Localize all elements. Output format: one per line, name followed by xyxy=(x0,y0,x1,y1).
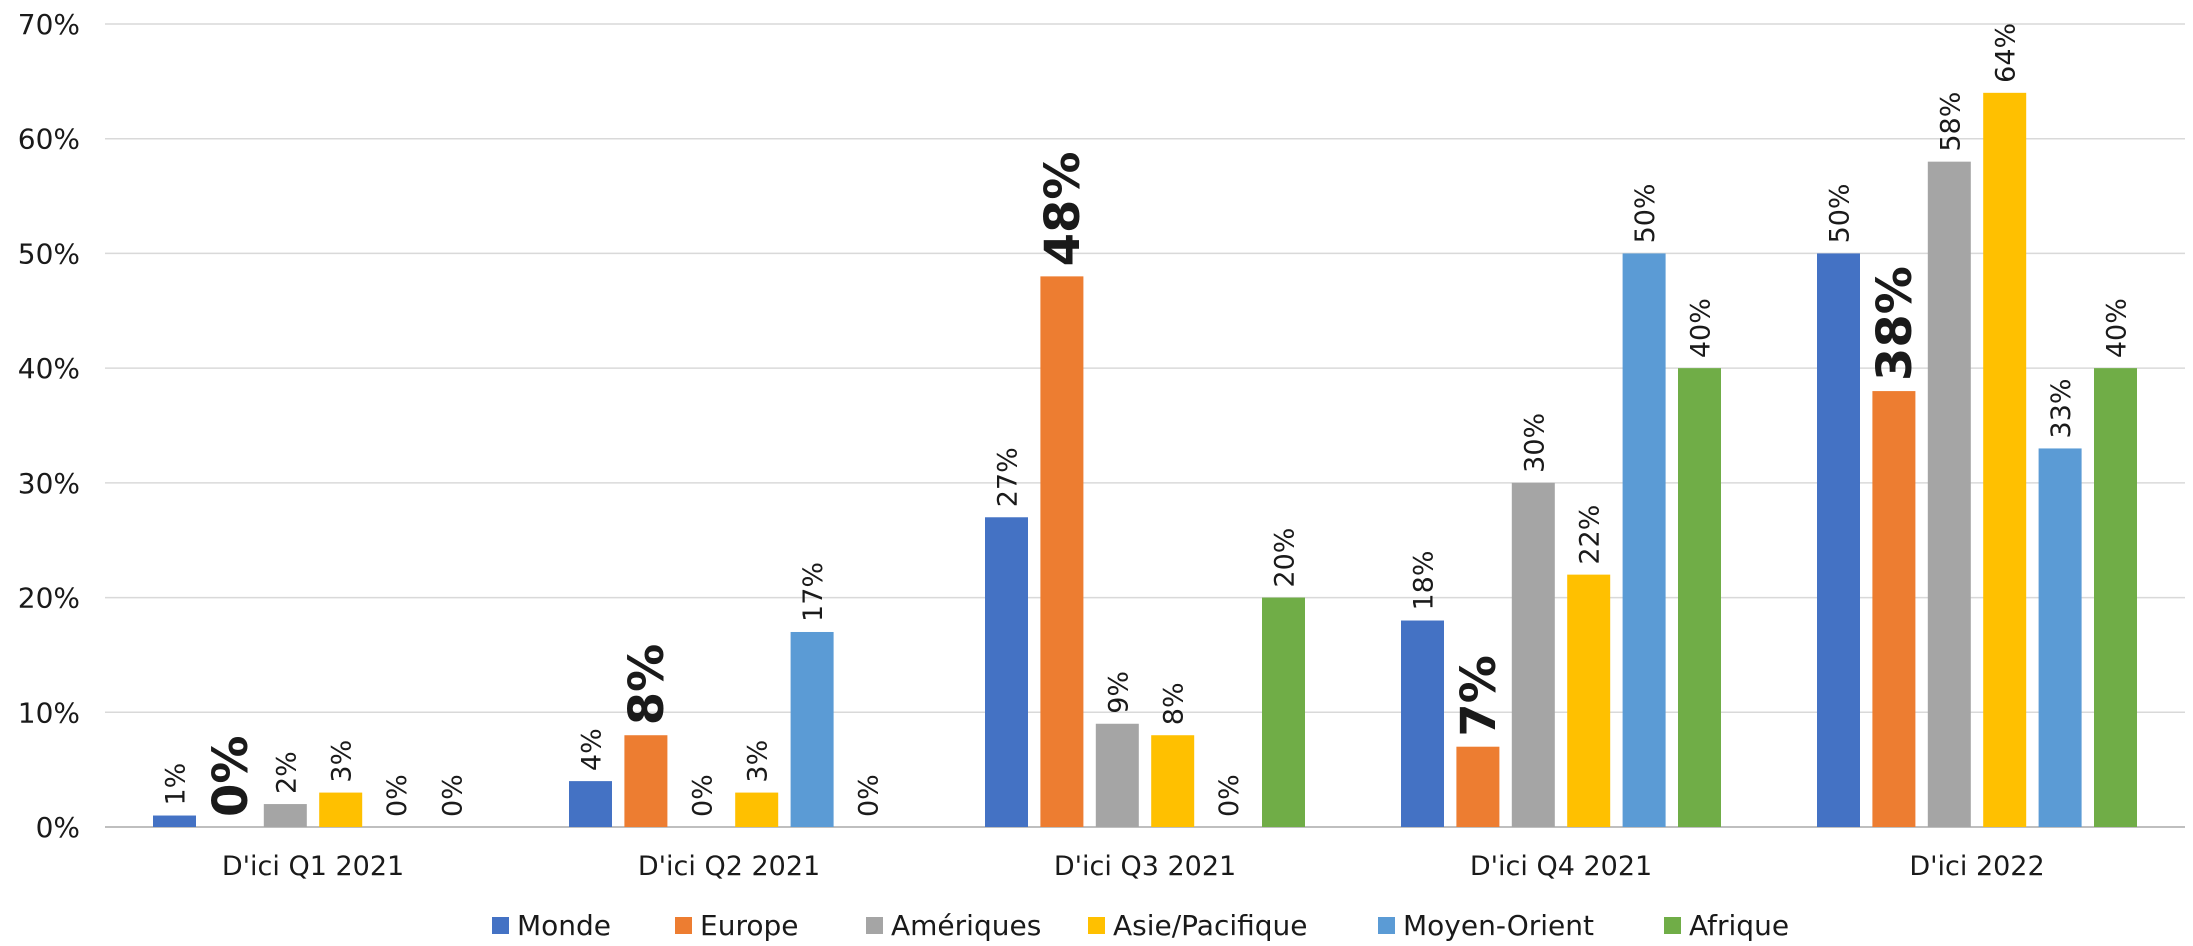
data-label: 64% xyxy=(1991,23,2022,83)
data-label: 33% xyxy=(2046,378,2077,438)
legend-label: Monde xyxy=(517,909,611,942)
data-label: 0% xyxy=(687,774,718,817)
data-label: 0% xyxy=(203,736,259,818)
bar xyxy=(1456,746,1500,827)
bar xyxy=(1262,597,1305,827)
data-label: 17% xyxy=(798,562,829,622)
bar xyxy=(263,804,307,827)
legend-swatch xyxy=(492,917,509,934)
bar xyxy=(1927,161,1971,827)
bar xyxy=(985,517,1028,827)
data-label: 20% xyxy=(1270,528,1301,588)
bar xyxy=(2038,448,2082,827)
y-tick-label: 40% xyxy=(18,352,80,385)
x-axis-categories: D'ici Q1 2021 D'ici Q2 2021 D'ici Q3 2021 D… xyxy=(222,851,2045,882)
data-label: 3% xyxy=(327,740,358,783)
bar xyxy=(1817,253,1860,827)
legend-label: Amériques xyxy=(891,909,1041,942)
bar xyxy=(319,792,363,827)
legend-swatch xyxy=(866,917,883,934)
bar xyxy=(790,631,834,827)
bar xyxy=(1040,276,1084,827)
bar xyxy=(153,815,196,827)
data-label: 8% xyxy=(619,644,675,726)
legend-swatch xyxy=(675,917,692,934)
bar xyxy=(1511,482,1555,827)
legend: Monde Europe Amériques Asie/Pacifique Moyen-… xyxy=(492,909,1789,942)
data-label: 18% xyxy=(1409,550,1440,610)
bar xyxy=(1095,723,1139,827)
x-category-label: D'ici Q4 2021 xyxy=(1470,851,1652,882)
bar xyxy=(1401,620,1444,827)
data-label: 8% xyxy=(1159,682,1190,725)
y-tick-label: 70% xyxy=(18,8,80,41)
data-label: 58% xyxy=(1935,92,1966,152)
data-label: 0% xyxy=(1214,774,1245,817)
bar xyxy=(569,781,612,827)
data-label: 40% xyxy=(1686,298,1717,358)
bar xyxy=(1872,391,1916,827)
legend-label: Moyen-Orient xyxy=(1403,909,1594,942)
bar xyxy=(1678,368,1721,827)
x-category-label: D'ici Q1 2021 xyxy=(222,851,404,882)
bar xyxy=(2094,368,2137,827)
data-label: 1% xyxy=(161,763,192,806)
y-tick-label: 50% xyxy=(18,237,80,270)
legend-label: Asie/Pacifique xyxy=(1113,909,1308,942)
bars xyxy=(153,92,2137,828)
x-category-label: D'ici Q2 2021 xyxy=(638,851,820,882)
data-label: 4% xyxy=(577,728,608,771)
y-tick-label: 0% xyxy=(36,811,80,844)
data-label: 38% xyxy=(1867,266,1923,381)
data-label: 50% xyxy=(1825,183,1856,243)
bar xyxy=(624,735,668,827)
legend-label: Afrique xyxy=(1689,909,1789,942)
legend-swatch xyxy=(1088,917,1105,934)
y-tick-label: 30% xyxy=(18,467,80,500)
data-label: 0% xyxy=(382,774,413,817)
legend-label: Europe xyxy=(700,909,798,942)
data-label: 30% xyxy=(1519,413,1550,473)
data-label: 9% xyxy=(1103,671,1134,714)
x-category-label: D'ici Q3 2021 xyxy=(1054,851,1236,882)
legend-swatch xyxy=(1378,917,1395,934)
y-axis-ticks: 0% 10% 20% 30% 40% 50% 60% 70% xyxy=(18,8,80,844)
data-label: 7% xyxy=(1451,655,1507,737)
data-label: 3% xyxy=(743,740,774,783)
data-label: 50% xyxy=(1630,183,1661,243)
data-label: 48% xyxy=(1035,151,1091,266)
legend-swatch xyxy=(1664,917,1681,934)
data-label: 40% xyxy=(2102,298,2133,358)
bar xyxy=(735,792,779,827)
x-category-label: D'ici 2022 xyxy=(1909,851,2044,882)
data-labels: 1% 0% 2% 3% 0% 0% 4% 8% 0% 3% 17% 0% 27% 48% 9% 8% 0% 20%… xyxy=(161,23,2133,817)
data-label: 0% xyxy=(438,774,469,817)
bar xyxy=(1567,574,1611,827)
data-label: 27% xyxy=(993,447,1024,507)
data-label: 22% xyxy=(1575,505,1606,565)
y-tick-label: 10% xyxy=(18,696,80,729)
bar xyxy=(1151,735,1195,827)
y-tick-label: 20% xyxy=(18,582,80,615)
data-label: 0% xyxy=(854,774,885,817)
y-tick-label: 60% xyxy=(18,123,80,156)
data-label: 2% xyxy=(271,751,302,794)
bar xyxy=(1622,253,1666,827)
bar xyxy=(1983,92,2027,828)
